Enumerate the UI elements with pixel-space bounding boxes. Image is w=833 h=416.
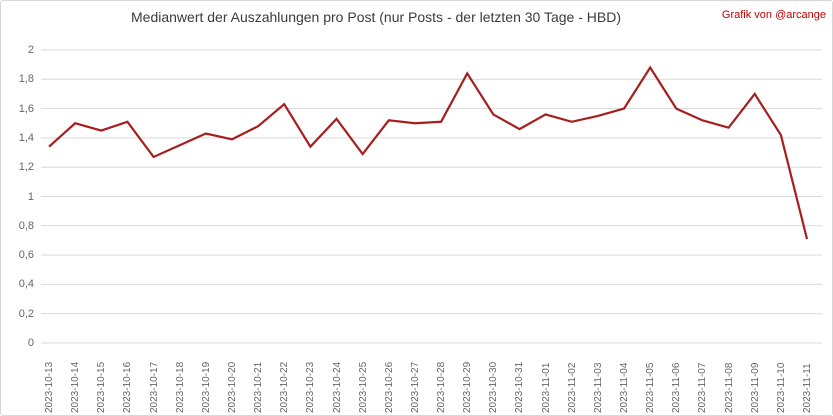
x-axis-label: 2023-11-04 <box>619 362 631 413</box>
x-axis-label: 2023-10-21 <box>253 361 265 413</box>
x-axis-label: 2023-10-18 <box>174 361 186 413</box>
x-axis-label: 2023-10-24 <box>331 361 343 413</box>
y-axis-label: 1,6 <box>18 102 34 115</box>
x-axis-label: 2023-10-20 <box>226 361 238 413</box>
credit-label: Grafik von @arcange <box>721 9 826 21</box>
x-axis-label: 2023-11-01 <box>540 362 552 413</box>
chart-title: Medianwert der Auszahlungen pro Post (nu… <box>131 9 621 25</box>
x-axis-label: 2023-11-05 <box>645 362 657 413</box>
x-axis-label: 2023-10-28 <box>436 361 448 413</box>
y-axis-label: 1,2 <box>18 161 34 174</box>
x-axis-label: 2023-11-07 <box>697 362 709 413</box>
x-axis-label: 2023-10-14 <box>70 361 82 413</box>
y-axis-label: 0,6 <box>18 249 34 262</box>
x-axis-label: 2023-11-06 <box>671 362 683 413</box>
x-axis-label: 2023-10-27 <box>409 361 421 413</box>
x-axis-label: 2023-10-13 <box>44 361 55 413</box>
x-axis-label: 2023-11-11 <box>802 363 813 413</box>
y-axis-label: 0,4 <box>18 278 34 291</box>
x-axis-label: 2023-10-22 <box>279 361 291 413</box>
y-axis-label: 0 <box>27 337 34 349</box>
x-axis-label: 2023-11-02 <box>566 362 578 413</box>
x-axis-label: 2023-10-17 <box>148 361 160 413</box>
x-axis-label: 2023-10-15 <box>96 361 108 413</box>
x-axis-label: 2023-11-09 <box>749 362 761 413</box>
data-series-line <box>48 65 809 240</box>
y-axis-label: 2 <box>27 44 34 56</box>
y-axis-label: 0,2 <box>18 307 34 320</box>
x-axis-label: 2023-10-16 <box>122 361 134 413</box>
y-axis-label: 1,8 <box>18 73 34 86</box>
x-axis-label: 2023-10-30 <box>488 361 500 413</box>
x-axis-label: 2023-11-03 <box>592 362 604 413</box>
x-axis-label: 2023-10-29 <box>462 361 474 413</box>
y-axis-label: 1 <box>27 190 34 203</box>
x-axis-label: 2023-11-10 <box>775 362 787 413</box>
x-axis-label: 2023-10-26 <box>383 361 395 413</box>
x-axis-label: 2023-10-31 <box>514 361 526 413</box>
x-axis-label: 2023-10-25 <box>357 361 369 413</box>
y-axis-label: 0,8 <box>18 219 34 232</box>
x-axis-label: 2023-10-19 <box>200 361 212 413</box>
y-axis-label: 1,4 <box>18 131 34 144</box>
x-axis-label: 2023-11-08 <box>723 362 735 413</box>
x-axis-label: 2023-10-23 <box>305 361 317 413</box>
